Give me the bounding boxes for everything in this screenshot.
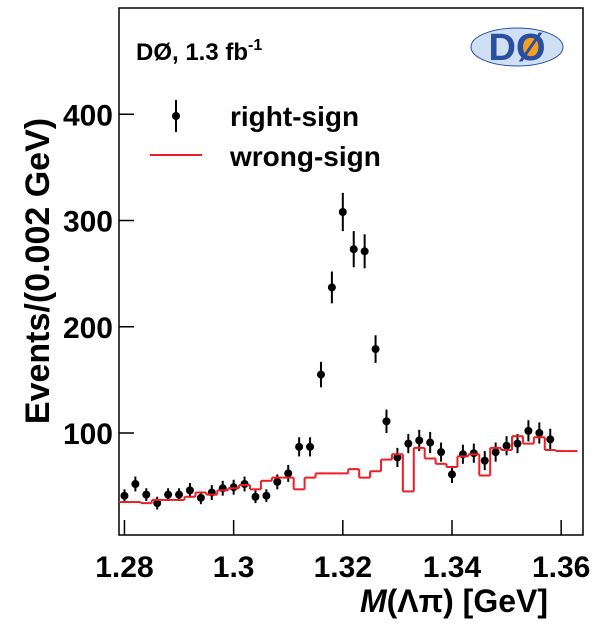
data-point: [175, 490, 184, 499]
x-axis-label: M(Λπ) [GeV]: [360, 583, 548, 619]
y-axis-label: Events/(0.002 GeV): [19, 118, 57, 424]
data-point: [262, 491, 271, 500]
logo-background: [470, 27, 564, 67]
data-point: [426, 438, 435, 447]
legend-marker: [172, 112, 180, 120]
data-point: [153, 499, 162, 508]
data-point: [316, 370, 325, 379]
data-point: [284, 469, 293, 478]
logo: DØ: [470, 27, 564, 69]
y-tick-label: 200: [63, 312, 113, 345]
x-tick-label: 1.36: [532, 551, 590, 584]
x-tick-label: 1.32: [314, 551, 372, 584]
data-point: [295, 442, 304, 451]
data-point: [306, 442, 315, 451]
x-tick-label: 1.34: [423, 551, 482, 584]
y-tick-label: 100: [63, 418, 113, 451]
data-point: [469, 449, 478, 458]
data-point: [164, 490, 173, 499]
data-point: [273, 477, 282, 486]
y-tick-label: 300: [63, 206, 113, 239]
x-tick-label: 1.28: [95, 551, 153, 584]
legend-label: wrong-sign: [229, 141, 381, 172]
legend-label: right-sign: [230, 101, 359, 132]
legend: right-sign wrong-sign: [150, 100, 381, 172]
data-point: [502, 441, 511, 450]
data-point: [491, 448, 500, 457]
logo-flash: [521, 36, 543, 58]
data-point: [196, 493, 205, 502]
data-point: [131, 480, 140, 488]
x-axis-label-text: (Λπ) [GeV]: [387, 583, 548, 619]
logo-text: DØ: [489, 27, 546, 69]
data-point: [251, 492, 260, 501]
data-point: [185, 486, 194, 495]
data-point: [142, 490, 151, 499]
annotation-text: DØ, 1.3 fb: [136, 39, 248, 66]
plot-frame: [118, 7, 584, 536]
data-point: [338, 208, 347, 216]
data-point: [513, 439, 522, 448]
data-point: [447, 470, 456, 479]
data-point: [120, 491, 129, 500]
data-point: [404, 439, 413, 448]
data-point: [546, 435, 555, 444]
data-point: [437, 448, 446, 457]
data-point: [360, 247, 369, 256]
data-point: [524, 426, 533, 435]
data-point: [327, 283, 336, 292]
data-point: [415, 436, 424, 445]
data-point: [240, 480, 249, 488]
data-point: [349, 245, 358, 254]
data-point: [393, 453, 402, 462]
data-point: [229, 483, 238, 492]
x-tick-label: 1.3: [213, 551, 255, 584]
y-tick-label: 400: [63, 99, 113, 132]
data-point: [480, 456, 489, 465]
data-point: [535, 429, 544, 437]
data-point: [382, 417, 391, 426]
x-axis-variable: M: [360, 583, 388, 619]
data-point: [371, 345, 380, 354]
annotation-superscript: -1: [248, 37, 262, 54]
annotation: DØ, 1.3 fb-1: [136, 37, 262, 66]
